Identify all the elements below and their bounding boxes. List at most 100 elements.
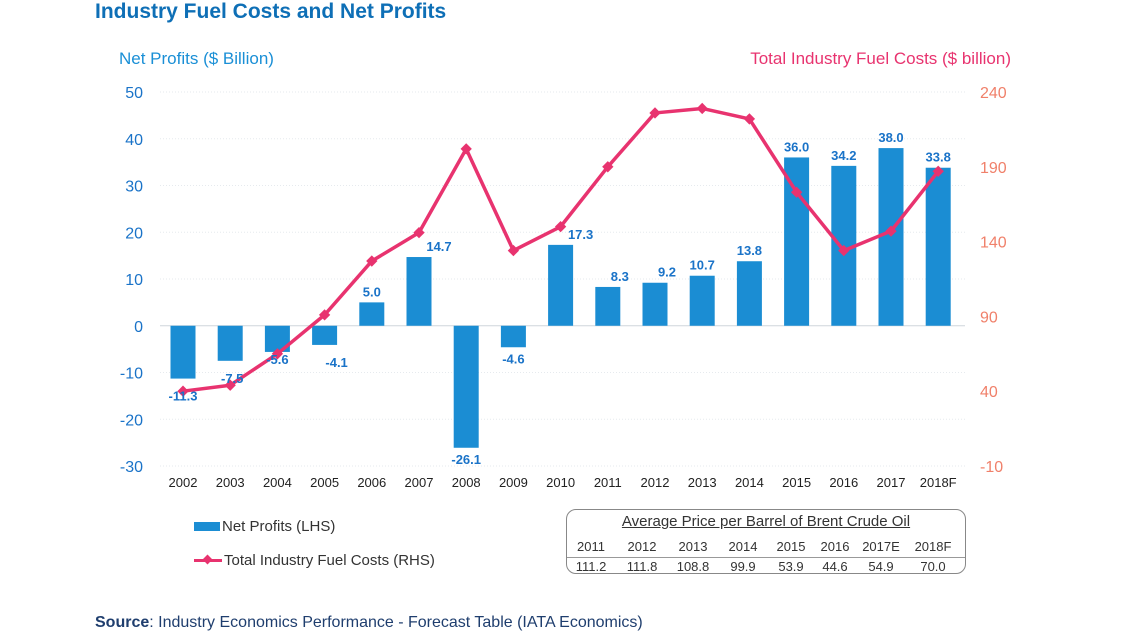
bar-data-label: 14.7	[426, 239, 451, 254]
x-axis-tick-label: 2007	[405, 475, 434, 490]
bar	[406, 257, 432, 326]
bar-data-label: 34.2	[831, 148, 856, 163]
brent-year: 2016	[820, 539, 850, 554]
bar-data-label: -7.5	[221, 371, 243, 386]
source-label: Source	[95, 614, 150, 631]
bar	[548, 244, 574, 326]
right-axis-tick-label: 190	[980, 160, 1007, 177]
chart-title: Industry Fuel Costs and Net Profits	[95, 0, 447, 23]
combo-chart: -30 -20 -10 0 10 20 30 40 50 -10 40 90 140 190 240 2002…	[120, 85, 1007, 490]
brent-year: 2017E	[862, 539, 900, 554]
bar-data-label: 13.8	[737, 243, 762, 258]
legend-bar-swatch	[194, 522, 220, 531]
x-axis-tick-label: 2005	[310, 475, 339, 490]
bar	[878, 148, 904, 326]
left-axis-tick-label: 10	[125, 272, 143, 289]
bar	[359, 302, 385, 326]
x-axis-tick-label: 2012	[641, 475, 670, 490]
brent-year: 2018F	[914, 539, 952, 554]
brent-year: 2013	[678, 539, 708, 554]
bar	[217, 325, 243, 361]
brent-price: 111.2	[575, 559, 607, 574]
fuel-cost-point	[177, 385, 189, 397]
brent-price-table: Average Price per Barrel of Brent Crude …	[566, 509, 966, 574]
left-axis-tick-label: 0	[134, 319, 143, 336]
bar-data-label: -26.1	[451, 452, 481, 467]
brent-price: 111.8	[626, 559, 658, 574]
left-axis-tick-label: 40	[125, 132, 143, 149]
bar	[736, 261, 762, 326]
right-axis-tick-label: 40	[980, 384, 998, 401]
x-axis-tick-label: 2002	[169, 475, 198, 490]
x-axis-tick-label: 2003	[216, 475, 245, 490]
x-axis-tick-label: 2010	[546, 475, 575, 490]
x-axis-tick-label: 2018F	[920, 475, 957, 490]
bar-data-label: -4.1	[325, 355, 347, 370]
legend-bar-entry: Net Profits (LHS)	[194, 518, 335, 535]
fuel-cost-point	[932, 165, 944, 177]
bar	[500, 325, 526, 348]
bar	[925, 167, 951, 326]
legend-line-entry: Total Industry Fuel Costs (RHS)	[194, 552, 435, 569]
x-axis-tick-label: 2011	[594, 475, 622, 490]
bar	[170, 325, 196, 379]
bar	[595, 286, 621, 326]
x-axis-tick-label: 2004	[263, 475, 292, 490]
fuel-cost-point	[602, 161, 614, 173]
brent-price: 99.9	[730, 559, 756, 574]
brent-price: 108.8	[676, 559, 710, 574]
left-axis-tick-label: -30	[120, 459, 143, 476]
legend-line-swatch	[194, 559, 222, 562]
fuel-cost-point	[366, 255, 378, 267]
fuel-cost-point	[271, 348, 284, 360]
brent-price: 54.9	[868, 559, 894, 574]
fuel-cost-point	[413, 226, 425, 239]
bar	[642, 282, 668, 326]
fuel-cost-point	[460, 143, 472, 155]
fuel-cost-point	[838, 244, 850, 257]
bar	[453, 325, 479, 448]
bar-data-label: -11.3	[169, 389, 198, 404]
source-note: Source: Industry Economics Performance -…	[95, 614, 643, 632]
bar-data-label: 38.0	[878, 130, 903, 145]
source-text: : Industry Economics Performance - Forec…	[149, 614, 643, 631]
bar	[784, 157, 810, 326]
brent-year: 2012	[627, 539, 657, 554]
fuel-cost-point	[318, 309, 331, 321]
brent-price: 70.0	[920, 559, 946, 574]
right-axis-title: Total Industry Fuel Costs ($ billion)	[750, 49, 1011, 68]
left-axis-title: Net Profits ($ Billion)	[119, 49, 274, 68]
right-axis-tick-label: 90	[980, 309, 998, 326]
x-axis-tick-label: 2006	[357, 475, 386, 490]
x-axis-tick-label: 2014	[735, 475, 764, 490]
x-axis-tick-label: 2017	[877, 475, 906, 490]
x-axis-tick-label: 2013	[688, 475, 717, 490]
brent-year: 2011	[577, 539, 605, 554]
legend-bar-label: Net Profits (LHS)	[222, 518, 336, 535]
bar-data-label: -4.6	[502, 351, 524, 366]
bar-data-label: -5.6	[266, 352, 288, 367]
x-axis-tick-label: 2016	[829, 475, 858, 490]
brent-year: 2014	[728, 539, 758, 554]
bar-data-label: 10.7	[690, 258, 715, 273]
fuel-cost-point	[885, 225, 897, 237]
right-axis-tick-label: -10	[980, 459, 1003, 476]
fuel-cost-point	[790, 186, 803, 198]
brent-year: 2015	[776, 539, 806, 554]
brent-price: 44.6	[822, 559, 848, 574]
right-axis-tick-label: 240	[980, 85, 1007, 102]
fuel-cost-point	[554, 220, 567, 233]
bar-data-label: 9.2	[658, 265, 676, 280]
fuel-cost-point	[696, 102, 708, 115]
legend-line-label: Total Industry Fuel Costs (RHS)	[224, 552, 435, 569]
bar-data-label: 5.0	[363, 284, 381, 299]
left-axis-tick-label: 30	[125, 179, 143, 196]
bar	[312, 325, 338, 345]
bar	[689, 275, 715, 326]
x-axis-tick-label: 2008	[452, 475, 481, 490]
fuel-cost-point	[224, 379, 236, 391]
x-axis-tick-label: 2009	[499, 475, 528, 490]
brent-table-title: Average Price per Barrel of Brent Crude …	[621, 513, 911, 530]
left-axis-tick-label: -20	[120, 412, 143, 429]
